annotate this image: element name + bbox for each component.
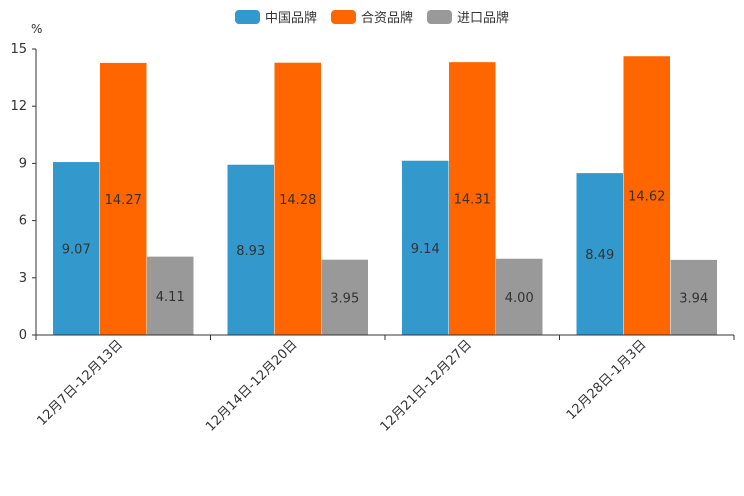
y-tick-label: 3 — [19, 271, 27, 286]
bar-value-label: 14.27 — [105, 193, 142, 208]
legend-label-domestic: 中国品牌 — [264, 11, 317, 26]
bar[interactable] — [576, 173, 624, 335]
bar[interactable] — [449, 62, 496, 335]
bar-value-label: 14.31 — [454, 193, 491, 208]
bar[interactable] — [227, 164, 275, 335]
legend-label-imported: 进口品牌 — [457, 11, 510, 26]
bar[interactable] — [100, 62, 147, 335]
bar-value-label: 8.49 — [585, 248, 614, 263]
bar[interactable] — [147, 256, 194, 335]
y-tick-label: 6 — [19, 214, 27, 229]
bar-value-label: 8.93 — [236, 244, 265, 259]
bar-value-label: 3.94 — [679, 291, 708, 306]
legend-item-imported[interactable]: 进口品牌 — [427, 7, 509, 26]
y-axis-unit: % — [31, 22, 43, 36]
y-tick-label: 15 — [10, 42, 27, 57]
x-tick-label: 12月28日-1月3日 — [564, 337, 650, 423]
bar[interactable] — [274, 62, 322, 336]
legend: 中国品牌 合资品牌 进口品牌 — [0, 7, 744, 26]
bar[interactable] — [53, 162, 100, 335]
x-tick-label: 12月14日-12月20日 — [203, 337, 300, 434]
y-tick-label: 12 — [10, 99, 27, 114]
bar[interactable] — [670, 259, 718, 335]
legend-item-joint-venture[interactable]: 合资品牌 — [330, 7, 413, 26]
bar-value-label: 9.07 — [62, 243, 91, 258]
legend-swatch-imported — [427, 9, 452, 24]
x-tick-label: 12月7日-12月13日 — [34, 337, 126, 429]
bar[interactable] — [496, 258, 543, 335]
bar-value-label: 14.28 — [279, 193, 316, 208]
x-tick-label: 12月21日-12月27日 — [378, 337, 475, 434]
bar-value-label: 4.00 — [505, 291, 534, 306]
y-tick-label: 9 — [19, 156, 27, 171]
legend-swatch-joint-venture — [330, 9, 356, 24]
legend-item-domestic[interactable]: 中国品牌 — [234, 7, 317, 26]
bar-value-label: 14.62 — [628, 190, 665, 205]
bar[interactable] — [402, 160, 449, 335]
bar-value-label: 4.11 — [156, 290, 185, 305]
bar-value-label: 3.95 — [330, 291, 359, 306]
bar[interactable] — [321, 259, 369, 335]
y-tick-label: 0 — [19, 328, 27, 343]
bar[interactable] — [623, 56, 671, 336]
legend-label-joint-venture: 合资品牌 — [360, 11, 413, 26]
bar-value-label: 9.14 — [411, 242, 440, 257]
legend-swatch-domestic — [234, 9, 260, 24]
